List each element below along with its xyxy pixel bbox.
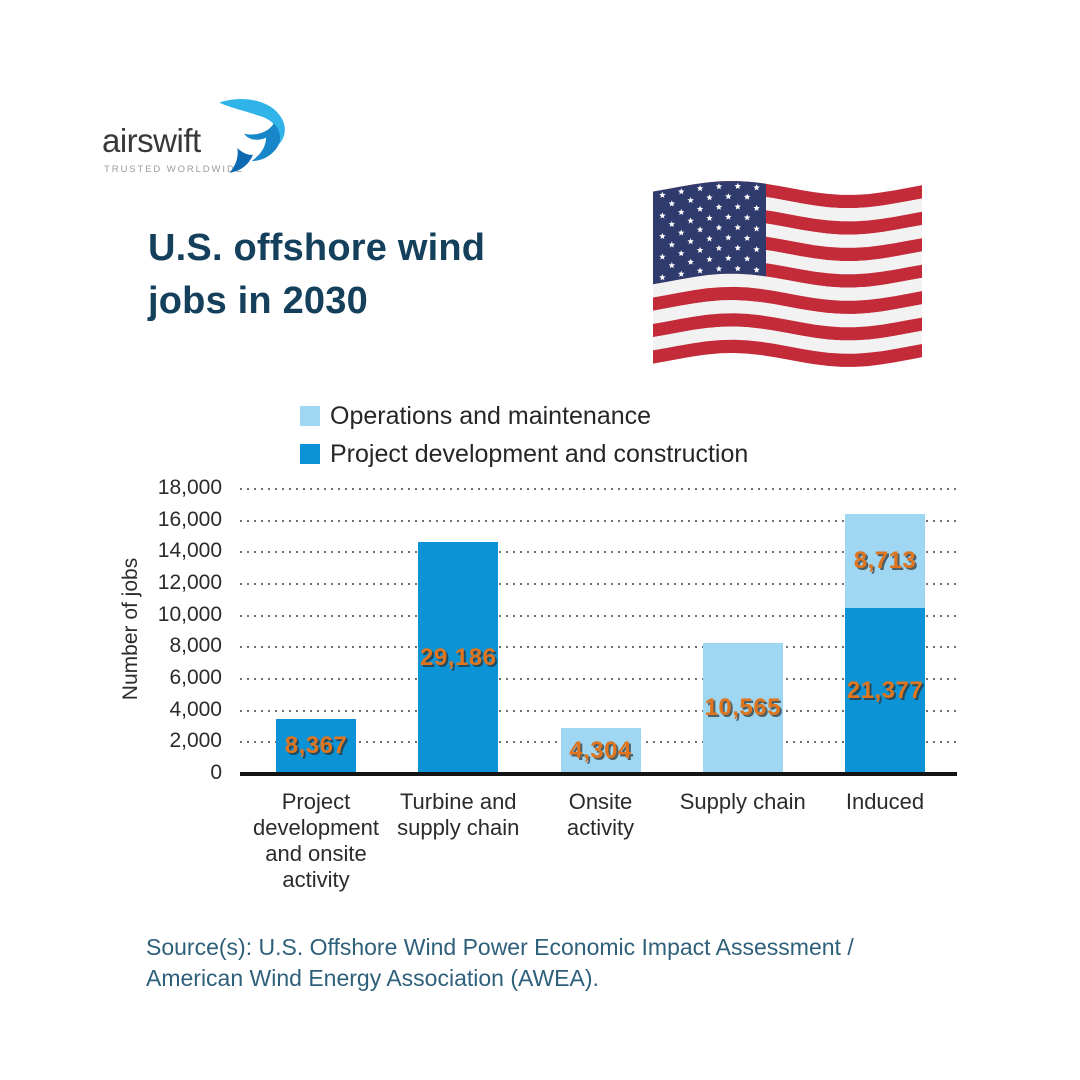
gridline	[240, 488, 957, 490]
bar-segment: 8,713	[845, 514, 925, 608]
source-note-line1: Source(s): U.S. Offshore Wind Power Econ…	[146, 934, 854, 960]
x-category-label: Turbine and supply chain	[397, 789, 520, 840]
gridline	[240, 646, 957, 649]
bar-value-label: 29,186	[420, 644, 497, 671]
legend-label: Operations and maintenance	[330, 401, 652, 430]
y-tick-label: 2,000	[169, 729, 222, 753]
gridline	[240, 551, 957, 554]
source-note: Source(s): U.S. Offshore Wind Power Econ…	[146, 932, 854, 994]
page-title: U.S. offshore wind jobs in 2030	[148, 222, 485, 328]
x-category-label: Project development and onsite activity	[253, 789, 379, 892]
airswift-wordmark: airswift	[102, 122, 201, 159]
legend-item-project-development-and-construction: Project development and construction	[300, 439, 749, 468]
gridline	[240, 614, 957, 617]
legend-swatch-dark-blue	[300, 444, 320, 464]
y-tick-label: 16,000	[157, 507, 222, 531]
legend-item-operations-and-maintenance: Operations and maintenance	[300, 401, 748, 430]
gridline	[240, 519, 957, 522]
bar-segment: 10,565	[702, 642, 783, 774]
y-tick-label: 0	[210, 761, 222, 784]
y-tick-label: 14,000	[157, 539, 222, 563]
bar-value-label: 10,565	[704, 694, 781, 722]
page-title-line2: jobs in 2030	[148, 280, 368, 322]
gridline	[240, 709, 957, 712]
gridline	[240, 678, 957, 680]
bar-segment: 8,367	[276, 718, 356, 774]
y-tick-label: 10,000	[157, 602, 222, 626]
bar-value-label: 8,367	[284, 732, 348, 760]
bar-value-label: 4,304	[569, 737, 632, 765]
source-note-line2: American Wind Energy Association (AWEA).	[146, 965, 599, 991]
x-axis-line	[240, 772, 957, 776]
y-tick-label: 18,000	[157, 476, 222, 499]
bar-segment: 4,304	[560, 728, 641, 774]
gridline	[240, 583, 957, 585]
x-category-label: Onsite activity	[566, 789, 635, 840]
bar-segment: 29,186	[418, 542, 499, 774]
page-title-line1: U.S. offshore wind	[148, 227, 486, 269]
legend-swatch-light-blue	[300, 406, 320, 426]
bar-value-label: 8,713	[853, 547, 917, 575]
legend-label: Project development and construction	[330, 439, 749, 468]
x-category-label: Supply chain	[679, 789, 806, 814]
y-tick-label: 12,000	[157, 571, 222, 594]
us-flag-image	[653, 180, 922, 373]
bar-segment: 21,377	[845, 607, 925, 774]
bar-value-label: 21,377	[846, 676, 924, 704]
logo-tagline: TRUSTED WORLDWIDE	[104, 164, 244, 175]
x-category-label: Induced	[845, 789, 925, 814]
chart-legend: Operations and maintenance Project devel…	[300, 401, 749, 479]
airswift-bird-icon	[214, 97, 292, 178]
y-tick-label: 8,000	[169, 634, 222, 658]
y-tick-label: 4,000	[169, 697, 222, 721]
y-tick-label: 6,000	[169, 666, 222, 689]
